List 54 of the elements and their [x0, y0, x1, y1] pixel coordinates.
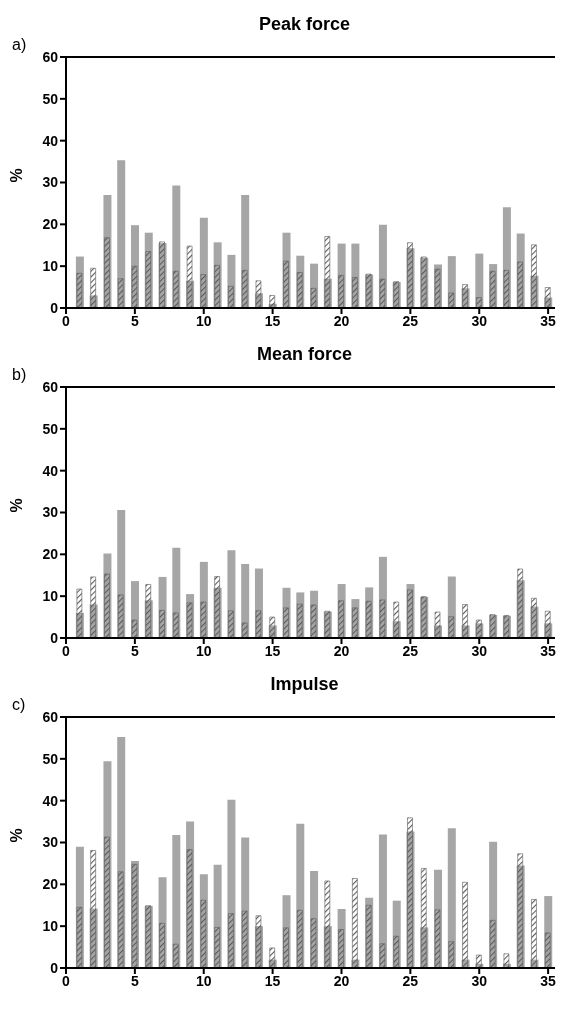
- x-tick-label: 5: [130, 312, 139, 329]
- y-tick-label: 50: [42, 420, 59, 437]
- x-tick-label: 15: [264, 642, 281, 659]
- y-tick-label: 40: [42, 132, 59, 149]
- y-axis-title: %: [7, 498, 25, 513]
- x-tick-label: 35: [540, 312, 557, 329]
- x-tick-label: 20: [333, 972, 350, 989]
- chart-title: Impulse: [270, 674, 339, 694]
- x-tick-label: 35: [540, 972, 557, 989]
- y-tick-label: 40: [42, 792, 59, 809]
- y-tick-label: 20: [42, 216, 59, 233]
- x-tick-label: 0: [62, 642, 71, 659]
- x-tick-label: 25: [402, 642, 419, 659]
- x-tick-label: 15: [264, 312, 281, 329]
- y-tick-label: 40: [42, 462, 59, 479]
- y-tick-label: 10: [42, 918, 59, 935]
- x-tick-label: 30: [471, 312, 488, 329]
- text: b): [12, 366, 27, 384]
- x-tick-label: 20: [333, 642, 350, 659]
- x-tick-label: 35: [540, 642, 557, 659]
- y-tick-label: 0: [50, 299, 59, 316]
- x-tick-label: 30: [471, 642, 488, 659]
- y-tick-label: 20: [42, 546, 59, 563]
- y-tick-label: 0: [50, 629, 59, 646]
- y-tick-label: 30: [42, 504, 59, 521]
- y-tick-label: 60: [42, 378, 59, 395]
- y-tick-label: 10: [42, 258, 59, 275]
- x-tick-label: 10: [195, 972, 212, 989]
- y-tick-label: 0: [50, 959, 59, 976]
- y-tick-label: 60: [42, 708, 59, 725]
- x-tick-label: 10: [195, 312, 212, 329]
- y-tick-label: 50: [42, 90, 59, 107]
- x-tick-label: 0: [62, 312, 71, 329]
- x-tick-label: 25: [402, 972, 419, 989]
- y-tick-label: 50: [42, 750, 59, 767]
- y-axis-title: %: [7, 828, 25, 843]
- x-tick-label: 15: [264, 972, 281, 989]
- y-tick-label: 20: [42, 876, 59, 893]
- y-axis-title: %: [7, 168, 25, 183]
- x-tick-label: 30: [471, 972, 488, 989]
- y-tick-label: 60: [42, 48, 59, 65]
- text: a): [12, 36, 27, 54]
- chart-title: Peak force: [258, 14, 351, 34]
- y-tick-label: 30: [42, 174, 59, 191]
- text: c): [12, 696, 26, 714]
- y-tick-label: 30: [42, 834, 59, 851]
- x-tick-label: 5: [130, 972, 139, 989]
- chart-title: Mean force: [256, 344, 353, 364]
- x-tick-label: 10: [195, 642, 212, 659]
- x-tick-label: 0: [62, 972, 71, 989]
- x-tick-label: 25: [402, 312, 419, 329]
- x-tick-label: 20: [333, 312, 350, 329]
- x-tick-label: 5: [130, 642, 139, 659]
- y-tick-label: 10: [42, 588, 59, 605]
